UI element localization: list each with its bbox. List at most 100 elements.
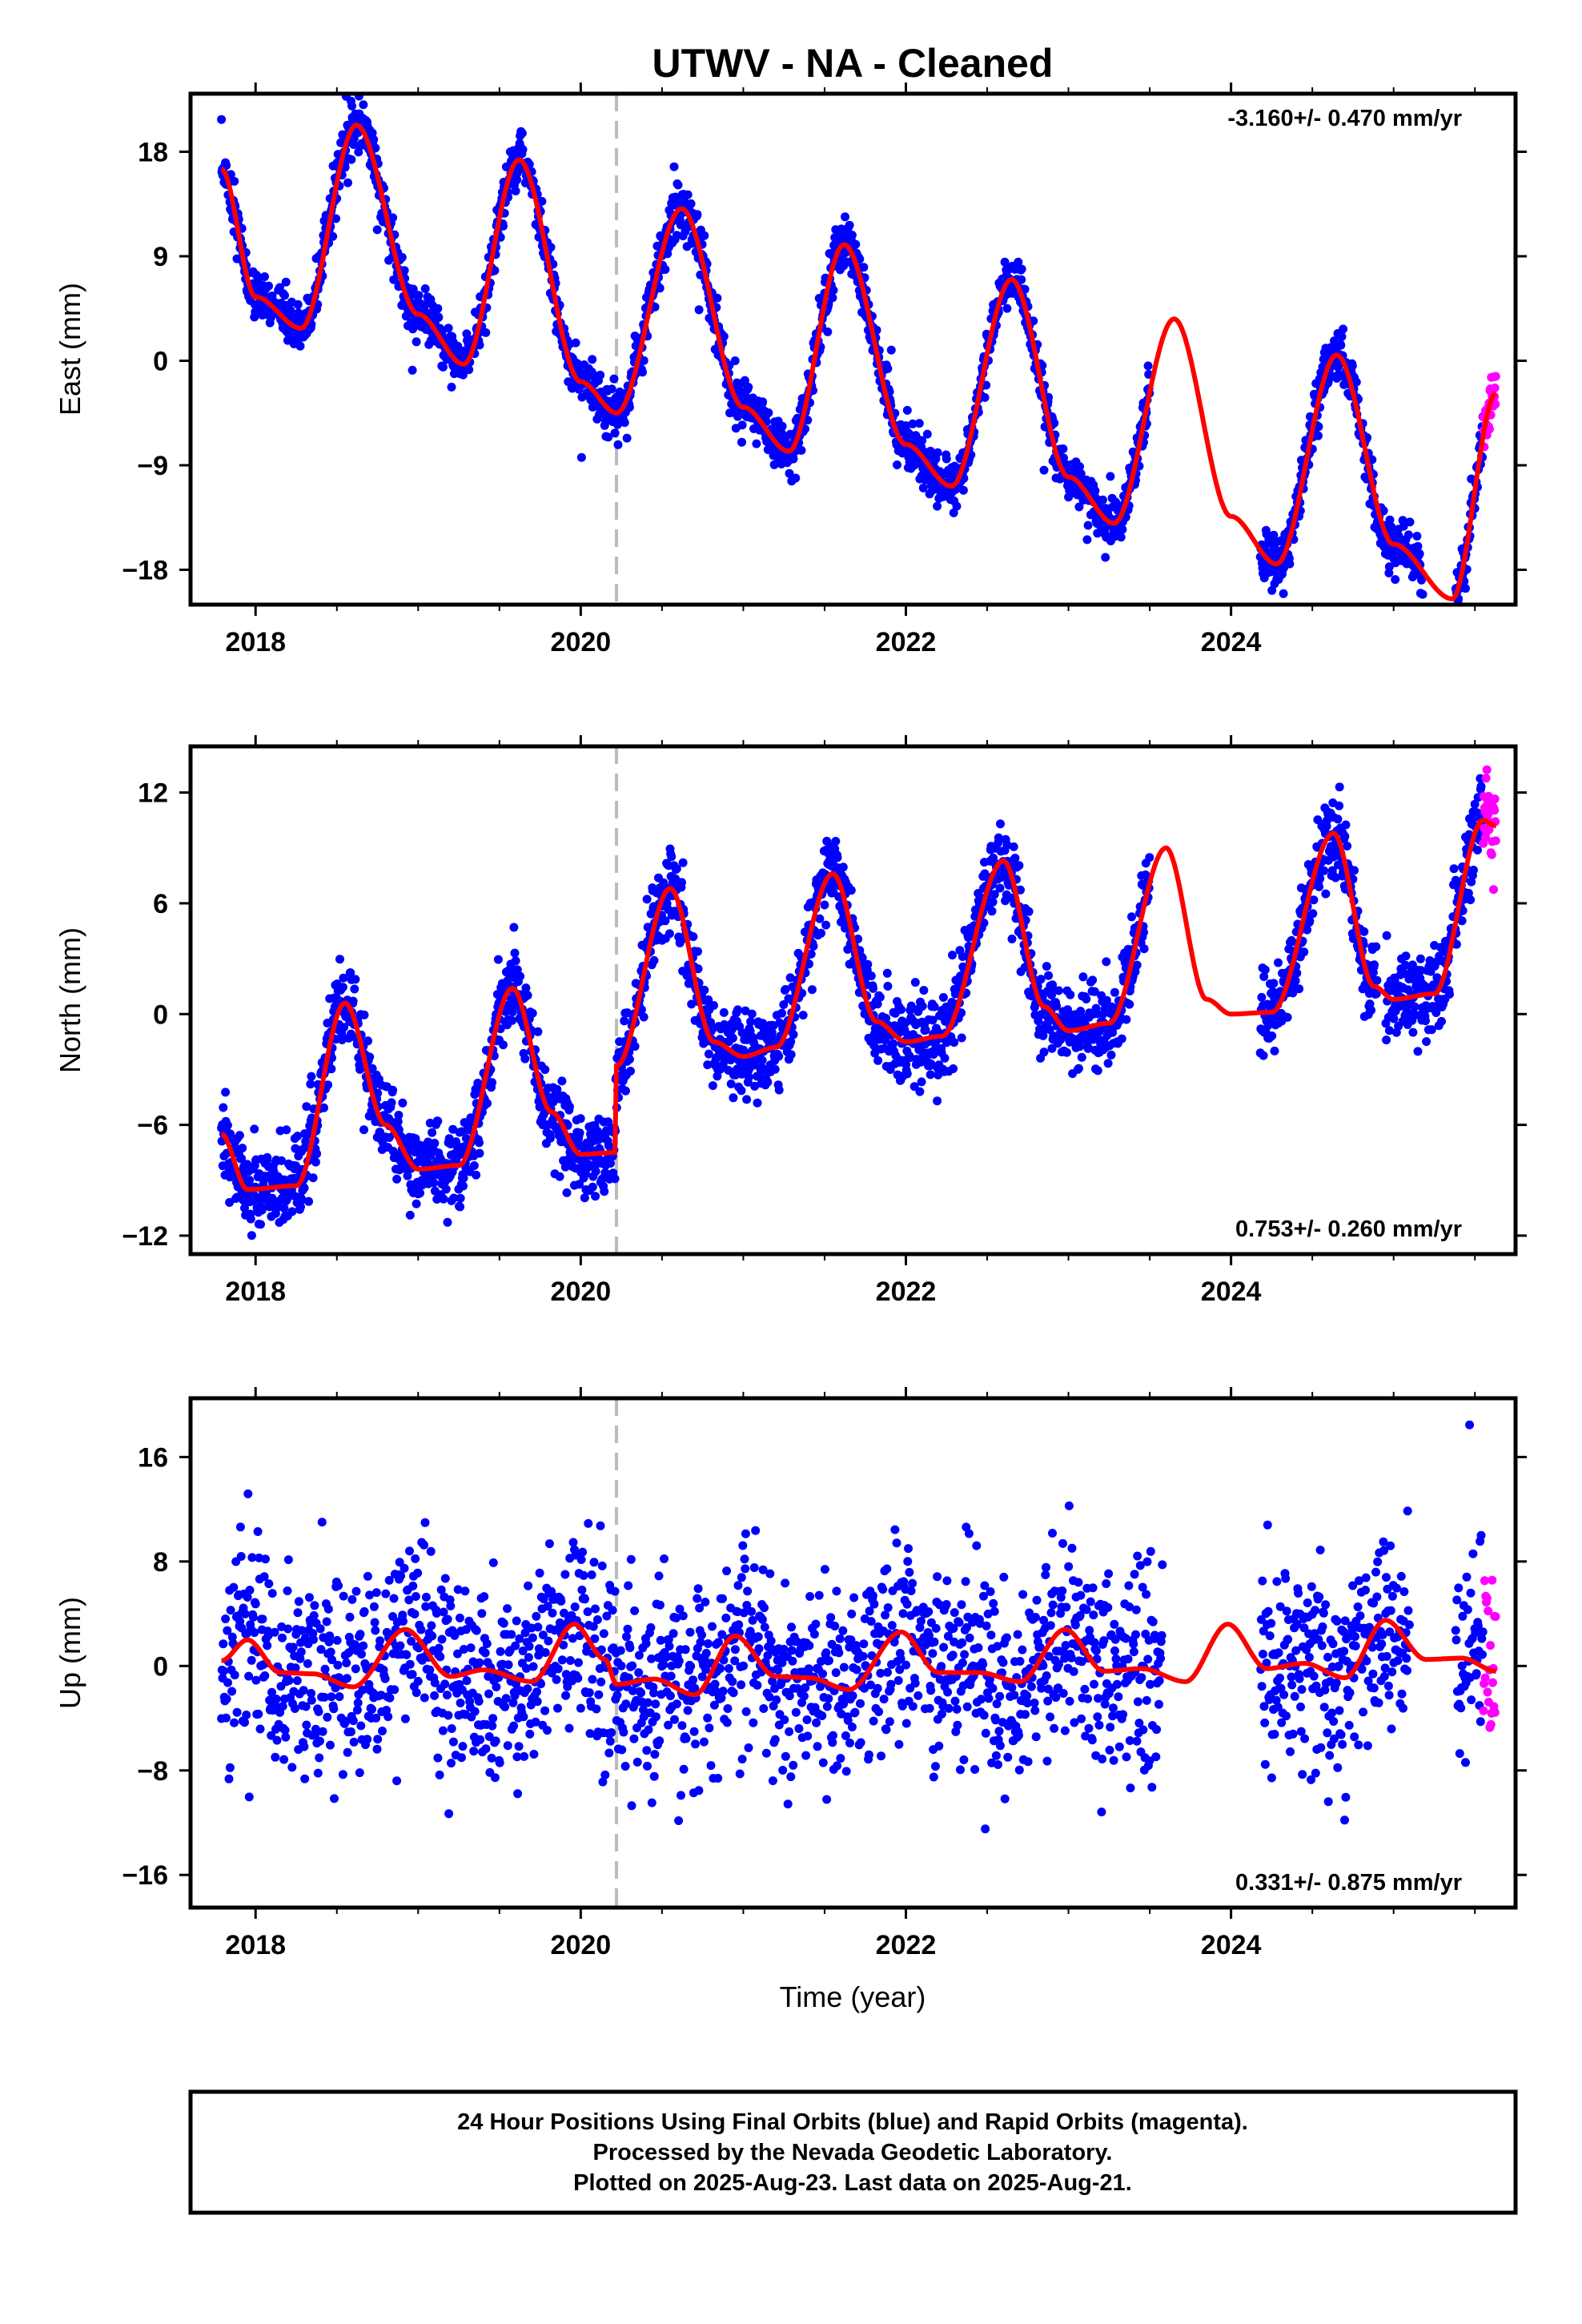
final-orbit-point bbox=[754, 1072, 764, 1081]
final-orbit-point bbox=[1106, 472, 1115, 481]
final-orbit-point bbox=[1333, 814, 1343, 824]
final-orbit-point bbox=[1077, 1052, 1086, 1062]
final-orbit-point bbox=[575, 1180, 584, 1189]
final-orbit-point bbox=[512, 175, 522, 184]
final-orbit-point bbox=[388, 1147, 398, 1156]
final-orbit-point bbox=[982, 380, 991, 390]
final-orbit-point bbox=[728, 1033, 737, 1043]
final-orbit-point bbox=[1336, 340, 1346, 350]
final-orbit-point bbox=[729, 1093, 738, 1103]
final-orbit-point bbox=[338, 983, 347, 992]
final-orbit-point bbox=[650, 302, 660, 312]
final-orbit-point bbox=[1267, 585, 1277, 595]
final-orbit-point bbox=[394, 1111, 404, 1120]
final-orbit-point bbox=[367, 1063, 377, 1073]
final-orbit-point bbox=[661, 265, 670, 274]
final-orbit-point bbox=[1415, 954, 1425, 963]
final-orbit-point bbox=[537, 196, 547, 206]
final-orbit-point bbox=[979, 919, 989, 927]
final-orbit-point bbox=[521, 983, 531, 993]
final-orbit-point bbox=[1408, 1027, 1418, 1037]
final-orbit-point bbox=[952, 501, 962, 511]
final-orbit-point bbox=[938, 993, 948, 1002]
final-orbit-point bbox=[393, 1117, 403, 1126]
final-orbit-point bbox=[1076, 1007, 1086, 1016]
final-orbit-point bbox=[293, 300, 303, 309]
final-orbit-point bbox=[1359, 927, 1369, 936]
final-orbit-point bbox=[443, 1217, 452, 1227]
final-orbit-point bbox=[456, 1202, 465, 1212]
final-orbit-point bbox=[434, 312, 444, 322]
final-orbit-point bbox=[1082, 995, 1091, 1003]
final-orbit-point bbox=[369, 135, 379, 144]
final-orbit-point bbox=[744, 1072, 753, 1082]
rapid-orbit-point bbox=[1490, 383, 1500, 392]
final-orbit-point bbox=[873, 1055, 883, 1065]
final-orbit-point bbox=[807, 985, 817, 995]
final-orbit-point bbox=[737, 437, 746, 447]
plot-frame bbox=[188, 91, 1518, 607]
final-orbit-point bbox=[1299, 947, 1309, 957]
final-orbit-point bbox=[448, 1124, 458, 1134]
final-orbit-point bbox=[1321, 889, 1331, 899]
final-orbit-point bbox=[753, 1098, 762, 1108]
final-orbit-point bbox=[789, 454, 798, 464]
y-tick-label: 0 bbox=[153, 347, 168, 377]
final-orbit-point bbox=[719, 332, 729, 341]
final-orbit-point bbox=[1259, 972, 1269, 981]
final-orbit-point bbox=[610, 1174, 620, 1184]
final-orbit-point bbox=[882, 968, 892, 978]
final-orbit-point bbox=[400, 266, 409, 275]
final-orbit-point bbox=[643, 923, 652, 932]
final-orbit-point bbox=[667, 852, 677, 862]
rapid-orbit-point bbox=[1491, 400, 1500, 409]
final-orbit-point bbox=[693, 964, 703, 974]
final-orbit-point bbox=[365, 1052, 375, 1062]
final-orbit-point bbox=[1340, 831, 1350, 841]
final-orbit-point bbox=[1078, 972, 1088, 982]
final-orbit-point bbox=[1076, 468, 1086, 478]
final-orbit-point bbox=[347, 101, 356, 111]
final-orbit-point bbox=[1384, 562, 1394, 572]
final-orbit-point bbox=[1074, 1063, 1083, 1073]
final-orbit-point bbox=[703, 1060, 713, 1070]
y-tick-label: −9 bbox=[137, 451, 168, 481]
final-orbit-point bbox=[779, 1000, 789, 1009]
final-orbit-point bbox=[1047, 991, 1056, 999]
final-orbit-point bbox=[1122, 1015, 1131, 1024]
final-orbit-point bbox=[528, 1008, 537, 1018]
final-orbit-point bbox=[412, 337, 421, 347]
final-orbit-point bbox=[752, 439, 761, 448]
final-orbit-point bbox=[1370, 960, 1379, 970]
final-orbit-point bbox=[428, 1128, 437, 1137]
final-orbit-point bbox=[1002, 304, 1012, 313]
final-orbit-point bbox=[958, 485, 968, 495]
final-orbit-point bbox=[661, 916, 670, 926]
final-orbit-point bbox=[841, 212, 849, 222]
final-orbit-point bbox=[280, 291, 289, 300]
final-orbit-point bbox=[1453, 613, 1462, 621]
final-orbit-point bbox=[359, 100, 368, 110]
final-orbit-point bbox=[928, 485, 937, 495]
final-orbit-point bbox=[604, 432, 613, 442]
final-orbit-point bbox=[571, 338, 580, 348]
final-orbit-point bbox=[1285, 559, 1295, 569]
final-orbit-point bbox=[708, 1081, 717, 1091]
final-orbit-point bbox=[1416, 966, 1426, 975]
final-orbit-point bbox=[846, 886, 856, 895]
final-orbit-point bbox=[1288, 988, 1298, 998]
final-orbit-point bbox=[1098, 495, 1107, 505]
final-orbit-point bbox=[693, 210, 702, 219]
final-orbit-point bbox=[441, 1184, 451, 1194]
final-orbit-point bbox=[343, 178, 352, 187]
final-orbit-point bbox=[948, 951, 957, 960]
final-orbit-point bbox=[683, 190, 693, 199]
final-orbit-point bbox=[1367, 1006, 1376, 1015]
final-orbit-point bbox=[673, 180, 683, 190]
final-orbit-point bbox=[433, 1116, 443, 1126]
final-orbit-point bbox=[246, 1214, 255, 1224]
final-orbit-point bbox=[511, 187, 520, 195]
final-orbit-point bbox=[483, 1099, 492, 1108]
final-orbit-point bbox=[957, 1033, 966, 1043]
final-orbit-point bbox=[475, 340, 484, 350]
